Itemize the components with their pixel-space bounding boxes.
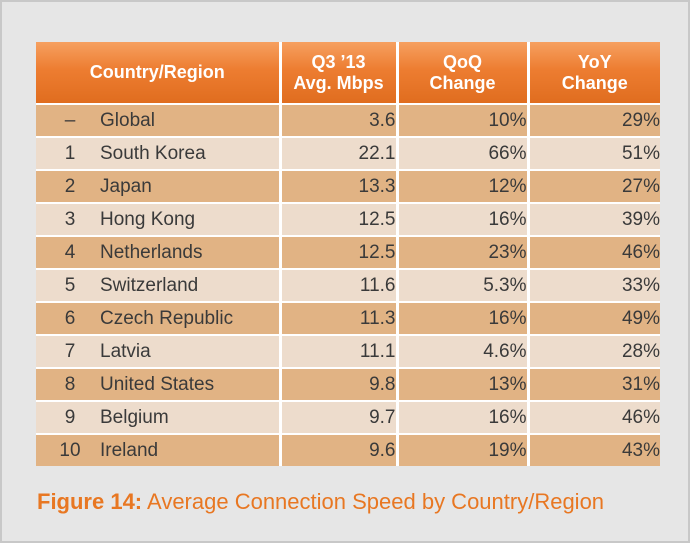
header-country-line-1: Country/Region: [89, 62, 225, 82]
country-cell: – Global: [36, 104, 282, 138]
yoy-cell: 46%: [528, 401, 660, 435]
speed-cell: 22.1: [280, 137, 399, 171]
qoq-cell: 16%: [397, 401, 530, 435]
header-yoy: YoY Change: [528, 42, 660, 105]
yoy-cell: 31%: [528, 368, 660, 402]
country-name: Belgium: [100, 406, 169, 428]
country-cell: 7 Latvia: [36, 335, 282, 369]
country-cell: 8 United States: [36, 368, 282, 402]
table-row: 7 Latvia 11.1 4.6% 28%: [36, 335, 660, 369]
speed-cell: 3.6: [280, 104, 399, 138]
qoq-cell: 10%: [397, 104, 530, 138]
speed-cell: 11.6: [280, 269, 399, 303]
rank: 7: [64, 340, 76, 362]
speed-cell: 9.7: [280, 401, 399, 435]
header-country: Country/Region: [36, 42, 282, 105]
country-name: Hong Kong: [100, 208, 196, 230]
rank: –: [64, 109, 76, 131]
rank: 1: [64, 142, 76, 164]
country-cell: 2 Japan: [36, 170, 282, 204]
country-name: South Korea: [100, 142, 206, 164]
rank: 10: [59, 439, 81, 461]
qoq-cell: 16%: [397, 203, 530, 237]
qoq-cell: 12%: [397, 170, 530, 204]
yoy-cell: 28%: [528, 335, 660, 369]
table-row: – Global 3.6 10% 29%: [36, 104, 660, 138]
yoy-cell: 46%: [528, 236, 660, 270]
header-qoq: QoQ Change: [397, 42, 530, 105]
yoy-cell: 33%: [528, 269, 660, 303]
header-row: Country/Region Q3 ’13 Avg. Mbps QoQ Chan…: [36, 42, 660, 105]
rank: 4: [64, 241, 76, 263]
country-name: Latvia: [100, 340, 151, 362]
table-row: 8 United States 9.8 13% 31%: [36, 368, 660, 402]
rank: 9: [64, 406, 76, 428]
qoq-cell: 4.6%: [397, 335, 530, 369]
table-body: – Global 3.6 10% 29% 1 South Korea 22.1 66…: [36, 104, 660, 466]
table-row: 3 Hong Kong 12.5 16% 39%: [36, 203, 660, 237]
yoy-cell: 51%: [528, 137, 660, 171]
country-name: Ireland: [100, 439, 159, 461]
yoy-cell: 27%: [528, 170, 660, 204]
header-yoy-line-1: YoY: [577, 51, 612, 72]
country-name: Czech Republic: [100, 307, 234, 329]
country-name: United States: [100, 373, 215, 395]
connection-speed-table: Country/Region Q3 ’13 Avg. Mbps QoQ Chan…: [36, 42, 660, 466]
country-cell: 5 Switzerland: [36, 269, 282, 303]
speed-cell: 11.1: [280, 335, 399, 369]
speed-cell: 11.3: [280, 302, 399, 336]
rank: 5: [64, 274, 76, 296]
country-cell: 9 Belgium: [36, 401, 282, 435]
country-name: Japan: [100, 175, 152, 197]
speed-cell: 9.6: [280, 434, 399, 466]
table-row: 9 Belgium 9.7 16% 46%: [36, 401, 660, 435]
speed-cell: 12.5: [280, 203, 399, 237]
header-speed-line-2: Avg. Mbps: [293, 72, 384, 93]
figure-caption-label: Figure 14:: [37, 489, 143, 514]
rank: 2: [64, 175, 76, 197]
yoy-cell: 43%: [528, 434, 660, 466]
yoy-cell: 29%: [528, 104, 660, 138]
header-yoy-line-2: Change: [561, 72, 628, 93]
table-row: 1 South Korea 22.1 66% 51%: [36, 137, 660, 171]
table-row: 4 Netherlands 12.5 23% 46%: [36, 236, 660, 270]
country-name: Switzerland: [100, 274, 199, 296]
yoy-cell: 39%: [528, 203, 660, 237]
speed-cell: 13.3: [280, 170, 399, 204]
header-speed-line-1: Q3 ’13: [311, 51, 366, 72]
country-cell: 10 Ireland: [36, 434, 282, 466]
country-name: Global: [100, 109, 155, 131]
header-qoq-line-2: Change: [429, 72, 496, 93]
qoq-cell: 19%: [397, 434, 530, 466]
qoq-cell: 16%: [397, 302, 530, 336]
qoq-cell: 5.3%: [397, 269, 530, 303]
country-name: Netherlands: [100, 241, 203, 263]
speed-cell: 12.5: [280, 236, 399, 270]
header-speed: Q3 ’13 Avg. Mbps: [280, 42, 399, 105]
table-row: 5 Switzerland 11.6 5.3% 33%: [36, 269, 660, 303]
country-cell: 4 Netherlands: [36, 236, 282, 270]
header-qoq-line-1: QoQ: [443, 51, 482, 72]
speed-cell: 9.8: [280, 368, 399, 402]
country-cell: 6 Czech Republic: [36, 302, 282, 336]
qoq-cell: 13%: [397, 368, 530, 402]
table-row: 10 Ireland 9.6 19% 43%: [36, 434, 660, 466]
table-row: 2 Japan 13.3 12% 27%: [36, 170, 660, 204]
country-cell: 1 South Korea: [36, 137, 282, 171]
figure-caption: Figure 14: Average Connection Speed by C…: [37, 489, 604, 515]
rank: 8: [64, 373, 76, 395]
qoq-cell: 23%: [397, 236, 530, 270]
yoy-cell: 49%: [528, 302, 660, 336]
figure-caption-text: Average Connection Speed by Country/Regi…: [142, 489, 605, 514]
qoq-cell: 66%: [397, 137, 530, 171]
country-cell: 3 Hong Kong: [36, 203, 282, 237]
rank: 3: [64, 208, 76, 230]
rank: 6: [64, 307, 76, 329]
table-row: 6 Czech Republic 11.3 16% 49%: [36, 302, 660, 336]
